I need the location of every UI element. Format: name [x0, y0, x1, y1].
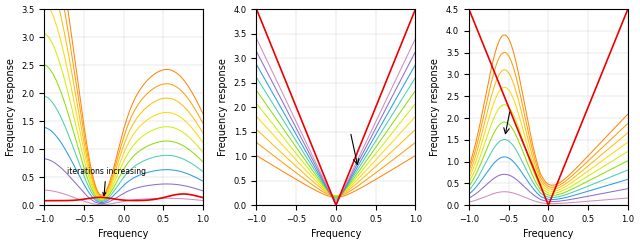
X-axis label: Frequency: Frequency [524, 230, 573, 239]
X-axis label: Frequency: Frequency [99, 230, 148, 239]
X-axis label: Frequency: Frequency [311, 230, 361, 239]
Text: iterations increasing: iterations increasing [67, 167, 145, 196]
Y-axis label: Frequency response: Frequency response [6, 58, 15, 156]
Y-axis label: Frequency response: Frequency response [430, 58, 440, 156]
Y-axis label: Frequency response: Frequency response [218, 58, 228, 156]
